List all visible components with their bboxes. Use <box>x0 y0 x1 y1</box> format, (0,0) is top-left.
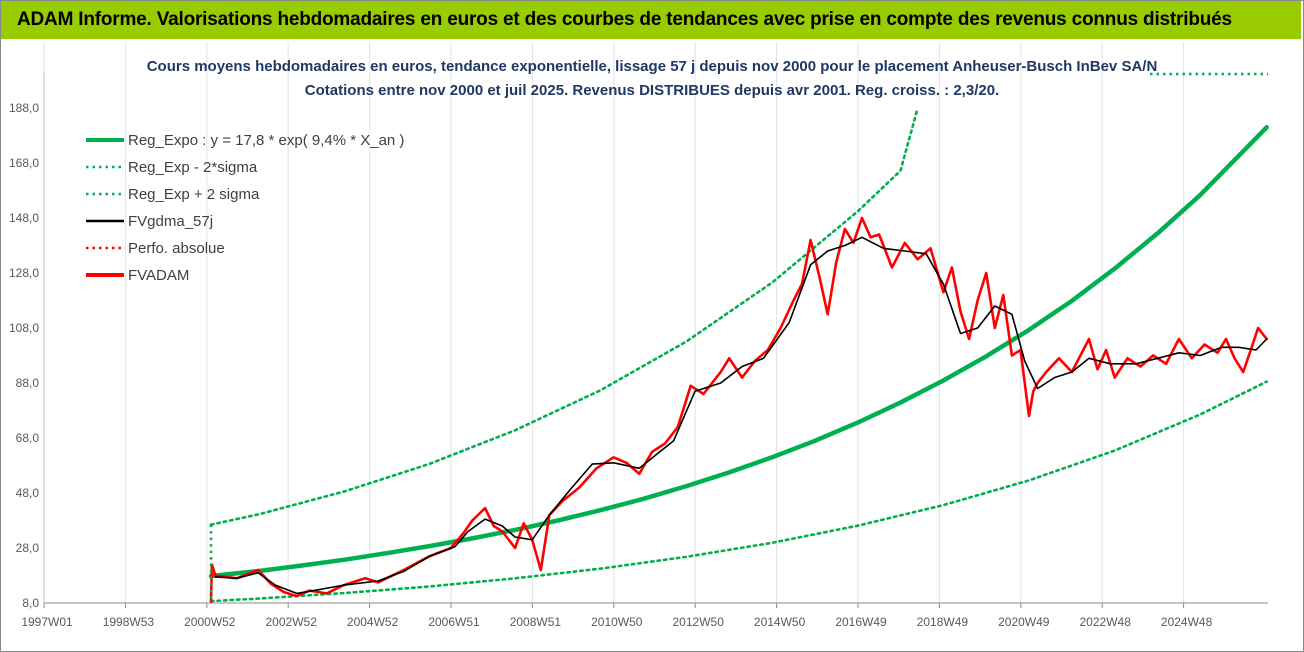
x-tick-label: 2020W49 <box>998 615 1050 629</box>
legend-label: Reg_Exp + 2 sigma <box>128 186 260 203</box>
chart-title: Cours moyens hebdomadaires en euros, ten… <box>147 58 1158 75</box>
x-tick-label: 2014W50 <box>754 615 806 629</box>
y-tick-label: 88,0 <box>16 376 40 390</box>
x-tick-label: 2006W51 <box>428 615 480 629</box>
chart-axes <box>43 72 1268 604</box>
x-tick-label: 2016W49 <box>835 615 887 629</box>
x-tick-label: 2010W50 <box>591 615 643 629</box>
legend-label: FVADAM <box>128 267 189 284</box>
legend-label: Reg_Expo : y = 17,8 * exp( 9,4% * X_an ) <box>128 132 404 149</box>
y-tick-label: 128,0 <box>9 266 39 280</box>
x-tick-label: 1997W01 <box>21 615 73 629</box>
legend-label: FVgdma_57j <box>128 213 213 230</box>
y-tick-label: 8,0 <box>22 596 39 610</box>
series-line <box>209 216 1268 603</box>
x-axis-ticks: 1997W01 1998W53 2000W52 2002W52 2004W52 2006W… <box>21 603 1213 629</box>
chart-legend: Reg_Expo : y = 17,8 * exp( 9,4% * X_an )… <box>86 132 404 284</box>
series-line <box>208 125 1269 579</box>
y-tick-label: 68,0 <box>16 431 40 445</box>
chart-series <box>208 72 1269 603</box>
report-banner-title: ADAM Informe. Valorisations hebdomadaire… <box>17 9 1232 30</box>
x-tick-label: 2024W48 <box>1161 615 1213 629</box>
x-tick-label: 2012W50 <box>673 615 725 629</box>
y-tick-label: 168,0 <box>9 156 39 170</box>
y-tick-label: 108,0 <box>9 321 39 335</box>
legend-label: Perfo. absolue <box>128 240 225 257</box>
series-line <box>209 106 919 526</box>
x-tick-label: 2022W48 <box>1080 615 1132 629</box>
y-tick-label: 188,0 <box>9 101 39 115</box>
y-tick-label: 28,0 <box>16 541 40 555</box>
x-tick-label: 1998W53 <box>103 615 155 629</box>
y-tick-label: 148,0 <box>9 211 39 225</box>
series-line <box>214 236 1268 595</box>
chart-subtitle: Cotations entre nov 2000 et juil 2025. R… <box>305 82 999 99</box>
series-line <box>209 380 1268 603</box>
x-tick-label: 2004W52 <box>347 615 399 629</box>
x-tick-label: 2002W52 <box>266 615 318 629</box>
x-tick-label: 2000W52 <box>184 615 236 629</box>
chart-grid <box>43 42 1185 603</box>
y-axis-ticks: 8,0 28,0 48,0 68,0 88,0 108,0 128,0 148,0 168,0 1… <box>9 101 39 610</box>
x-tick-label: 2018W49 <box>917 615 969 629</box>
x-tick-label: 2008W51 <box>510 615 562 629</box>
report-banner: ADAM Informe. Valorisations hebdomadaire… <box>1 1 1301 39</box>
y-tick-label: 48,0 <box>16 486 40 500</box>
legend-label: Reg_Exp - 2*sigma <box>128 159 258 176</box>
